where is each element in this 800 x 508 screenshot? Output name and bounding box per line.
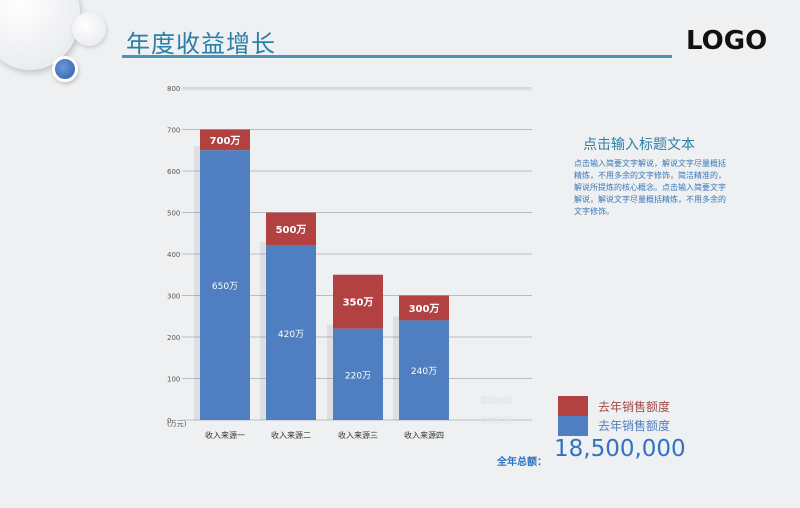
y-tick-label: 200 [167,334,180,342]
bar-shadow [194,146,202,420]
bar-segment [399,295,449,321]
bar-data-label: 220万 [345,371,371,381]
y-tick-label: 700 [167,127,180,135]
legend-swatch-blue [558,416,588,436]
x-category-label: 收入来源三 [338,430,378,440]
bar-segment [266,245,316,420]
logo: LOGO [686,26,768,56]
bar-segment [200,129,250,151]
y-unit-label: (万元) [167,420,187,428]
faint-label: 添加标题 [480,396,512,405]
bar-segment [399,320,449,420]
legend-label: 去年销售额度 [598,419,671,433]
side-text-title: 点击输入标题文本 [583,137,695,153]
bar-shadow [393,316,401,420]
bar-shadow [327,324,335,420]
side-text-body: 点击输入简要文字解说，解说文字尽量概括精炼，不用多余的文字修饰，简洁精准的，解说… [574,159,726,216]
bar-segment [333,328,383,420]
x-category-label: 收入来源二 [271,430,311,440]
y-tick-label: 100 [167,376,180,384]
bar-shadow [260,241,268,420]
y-tick-label: 600 [167,168,180,176]
bar-data-label: 240万 [411,367,437,377]
bar-data-label: 350万 [343,297,374,309]
y-tick-label: 400 [167,251,180,259]
faint-label: 添加标题 [480,416,512,425]
bar-segment [333,274,383,329]
bar-data-label: 300万 [409,303,440,315]
x-category-label: 收入来源四 [404,430,444,440]
x-category-label: 收入来源一 [205,430,245,440]
bar-data-label: 700万 [210,135,241,147]
y-tick-label: 500 [167,210,180,218]
bar-data-label: 500万 [276,224,307,236]
bar-data-label: 650万 [212,282,238,292]
title-underline [122,55,672,58]
legend-swatch-red [558,396,588,416]
total-value: 18,500,000 [554,436,686,462]
bar-segment [266,212,316,246]
bar-segment [200,150,250,420]
decorative-circle-small [72,12,106,46]
bar-data-label: 420万 [278,330,304,340]
total-label: 全年总额： [497,457,547,468]
decorative-circle-blue [52,56,78,82]
y-tick-label: 800 [167,85,180,93]
page-title: 年度收益增长 [126,30,276,58]
y-tick-label: 300 [167,293,180,301]
legend-label: 去年销售额度 [598,400,671,414]
y-tick-label: 0 [167,417,171,425]
